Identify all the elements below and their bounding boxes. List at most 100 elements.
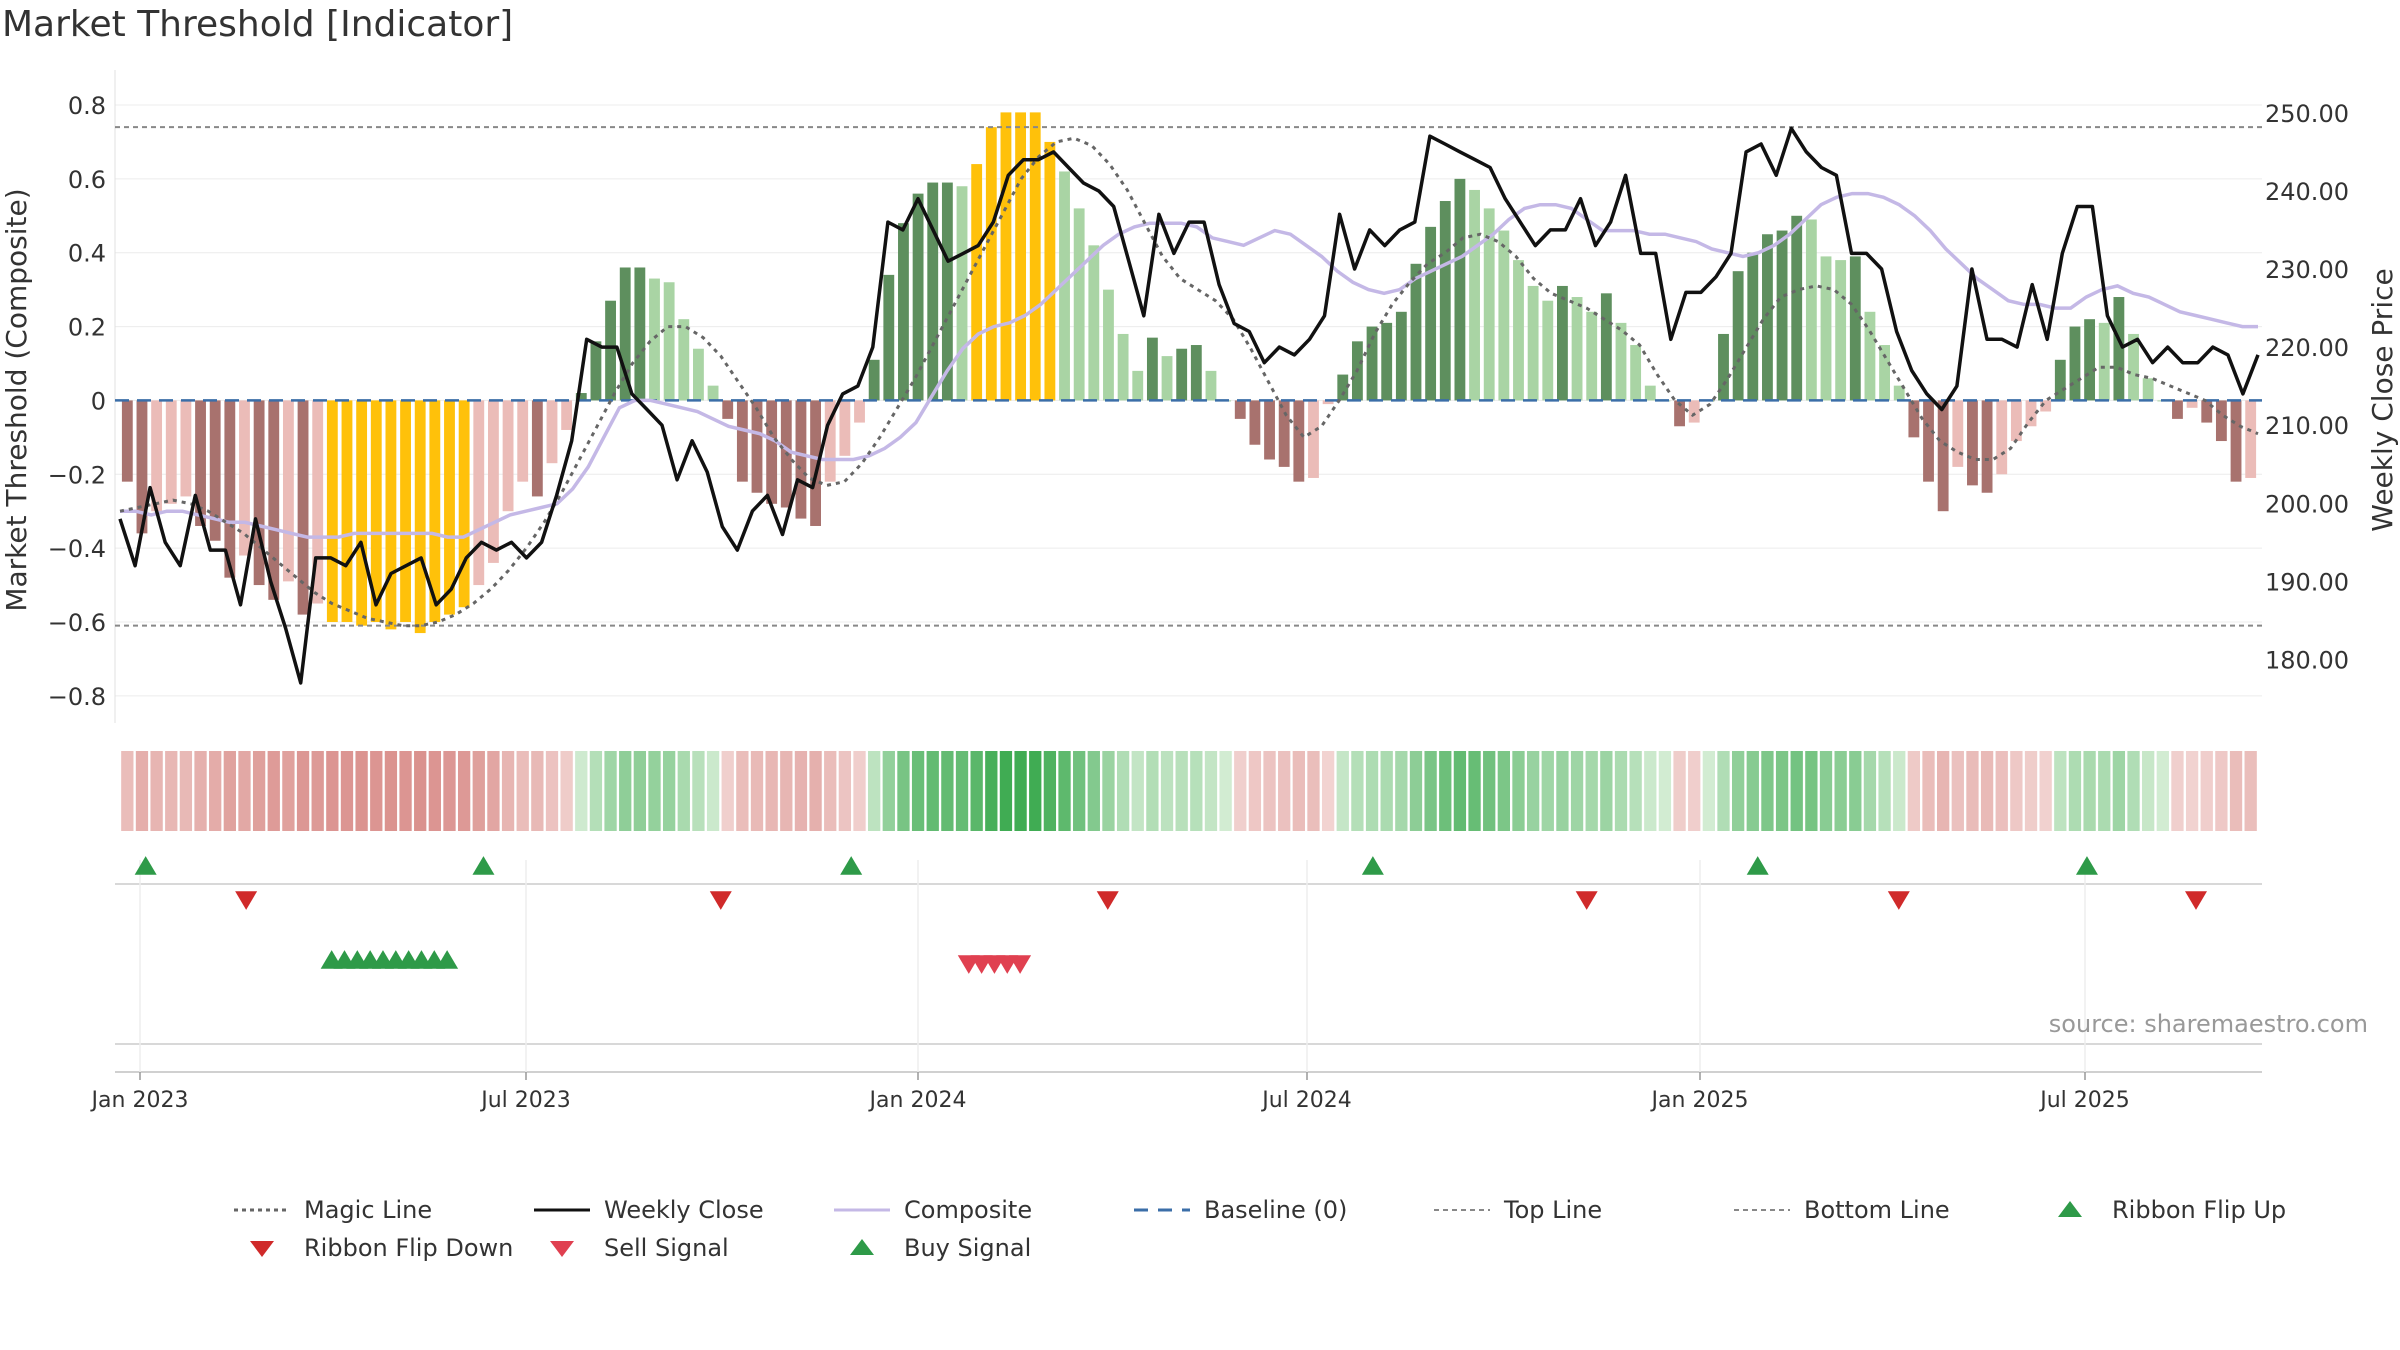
y2-tick-label: 240.00 (2265, 178, 2349, 206)
ribbon-cell (1365, 751, 1379, 831)
ribbon-flip-up-marker (472, 856, 495, 875)
ribbon-cell (1146, 751, 1159, 831)
ribbon-cell (1058, 751, 1071, 831)
composite-bar (1117, 333, 1129, 401)
ribbon-cell (1673, 751, 1686, 831)
composite-bar (839, 400, 851, 456)
composite-bar (1805, 219, 1817, 401)
ribbon-cell (926, 751, 939, 831)
composite-bar (414, 400, 426, 634)
composite-bar (1688, 400, 1700, 423)
ribbon-cell (384, 751, 398, 831)
composite-bar (898, 223, 909, 401)
composite-bar (2201, 400, 2213, 423)
composite-bar (151, 400, 163, 512)
ribbon-cell (1483, 751, 1496, 831)
composite-bar (693, 348, 704, 401)
ribbon-cell (2068, 751, 2082, 831)
x-tick-label: Jul 2023 (479, 1088, 571, 1113)
y-tick-label: 0.8 (68, 92, 106, 120)
composite-bar (663, 282, 675, 401)
composite-bar (180, 400, 192, 497)
ribbon-cell (2244, 751, 2257, 831)
ribbon-cell (1922, 751, 1935, 831)
composite-bar (487, 400, 499, 563)
composite-bar (2142, 378, 2154, 401)
ribbon-cell (2024, 751, 2038, 831)
composite-bar (678, 319, 690, 401)
ribbon-cell (1834, 751, 1847, 831)
composite-bar (2113, 297, 2125, 401)
legend-item: Weekly Close (532, 1195, 764, 1225)
composite-bar (722, 400, 734, 419)
composite-bar (2186, 400, 2198, 408)
composite-bar (326, 400, 338, 622)
ribbon-cell (1029, 751, 1042, 831)
ribbon-cell (1160, 751, 1174, 831)
ribbon-cell (165, 751, 178, 831)
ribbon-cell (238, 751, 251, 831)
y2-tick-label: 200.00 (2265, 490, 2349, 518)
legend-symbol (250, 1241, 274, 1257)
y-tick-label: 0.4 (68, 240, 106, 268)
y-axis-left: 0.8 0.6 0.4 0.2 0 −0.2 −0.4 −0.6 −0.8 (48, 92, 106, 711)
ribbon-cell (326, 751, 339, 831)
composite-bar (312, 400, 324, 604)
ribbon-cell (1014, 751, 1027, 831)
composite-bar (1893, 385, 1905, 401)
composite-bar (2172, 400, 2183, 419)
legend-label: Composite (904, 1196, 1033, 1224)
composite-bar (751, 400, 763, 493)
ribbon-cell (706, 751, 720, 831)
ribbon-cell (1629, 751, 1642, 831)
composite-bar (121, 400, 133, 482)
composite-bar (1132, 370, 1144, 401)
ribbon-cell (1468, 751, 1481, 831)
ribbon-cell (1995, 751, 2008, 831)
ribbon-flip-up-marker (134, 856, 157, 875)
composite-bar (1395, 311, 1407, 401)
composite-bar (1542, 300, 1554, 401)
ribbon-cell (809, 751, 822, 831)
x-axis: Jan 2023 Jul 2023 Jan 2024 Jul 2024 Jan 2025… (90, 1072, 2130, 1113)
composite-bar (1264, 400, 1275, 460)
ribbon-cell (472, 751, 485, 831)
composite-bar (1718, 333, 1729, 401)
sell-signal-marker (1009, 955, 1032, 974)
ribbon-cell (1688, 751, 1701, 831)
y-tick-label: −0.6 (48, 609, 106, 637)
ribbon-cell (267, 751, 280, 831)
ribbon-cell (252, 751, 266, 831)
composite-bar (1103, 289, 1114, 401)
composite-bar (195, 400, 206, 526)
ribbon-cell (2039, 751, 2052, 831)
ribbon-cell (677, 751, 690, 831)
ribbon-cell (282, 751, 295, 831)
ribbon-cell (1541, 751, 1554, 831)
ribbon-cell (692, 751, 705, 831)
composite-bar (810, 400, 822, 526)
ribbon-cell (1907, 751, 1921, 831)
x-tick-label: Jan 2025 (1650, 1088, 1749, 1113)
composite-bar (1293, 400, 1305, 482)
ribbon-cell (1600, 751, 1613, 831)
x-tick-label: Jan 2023 (90, 1088, 189, 1113)
ribbon-flip-up-marker (2075, 856, 2098, 875)
x-tick-label: Jul 2025 (2038, 1088, 2130, 1113)
legend-triangle-up (2058, 1201, 2082, 1217)
composite-bar (971, 164, 983, 401)
ribbon-cell (941, 751, 954, 831)
ribbon-flip-down-marker (1575, 891, 1598, 910)
composite-bar (2215, 400, 2227, 442)
source-note: source: sharemaestro.com (2048, 1010, 2368, 1038)
ribbon-cell (121, 751, 134, 831)
composite-bar (1088, 245, 1100, 401)
composite-bar (239, 400, 250, 556)
ribbon-cell (1395, 751, 1408, 831)
composite-bar (927, 182, 939, 401)
ribbon-cell (1951, 751, 1964, 831)
ribbon-cell (1248, 751, 1262, 831)
composite-bar (1556, 285, 1568, 401)
composite-bar (1044, 141, 1056, 401)
composite-bar (1762, 234, 1773, 401)
